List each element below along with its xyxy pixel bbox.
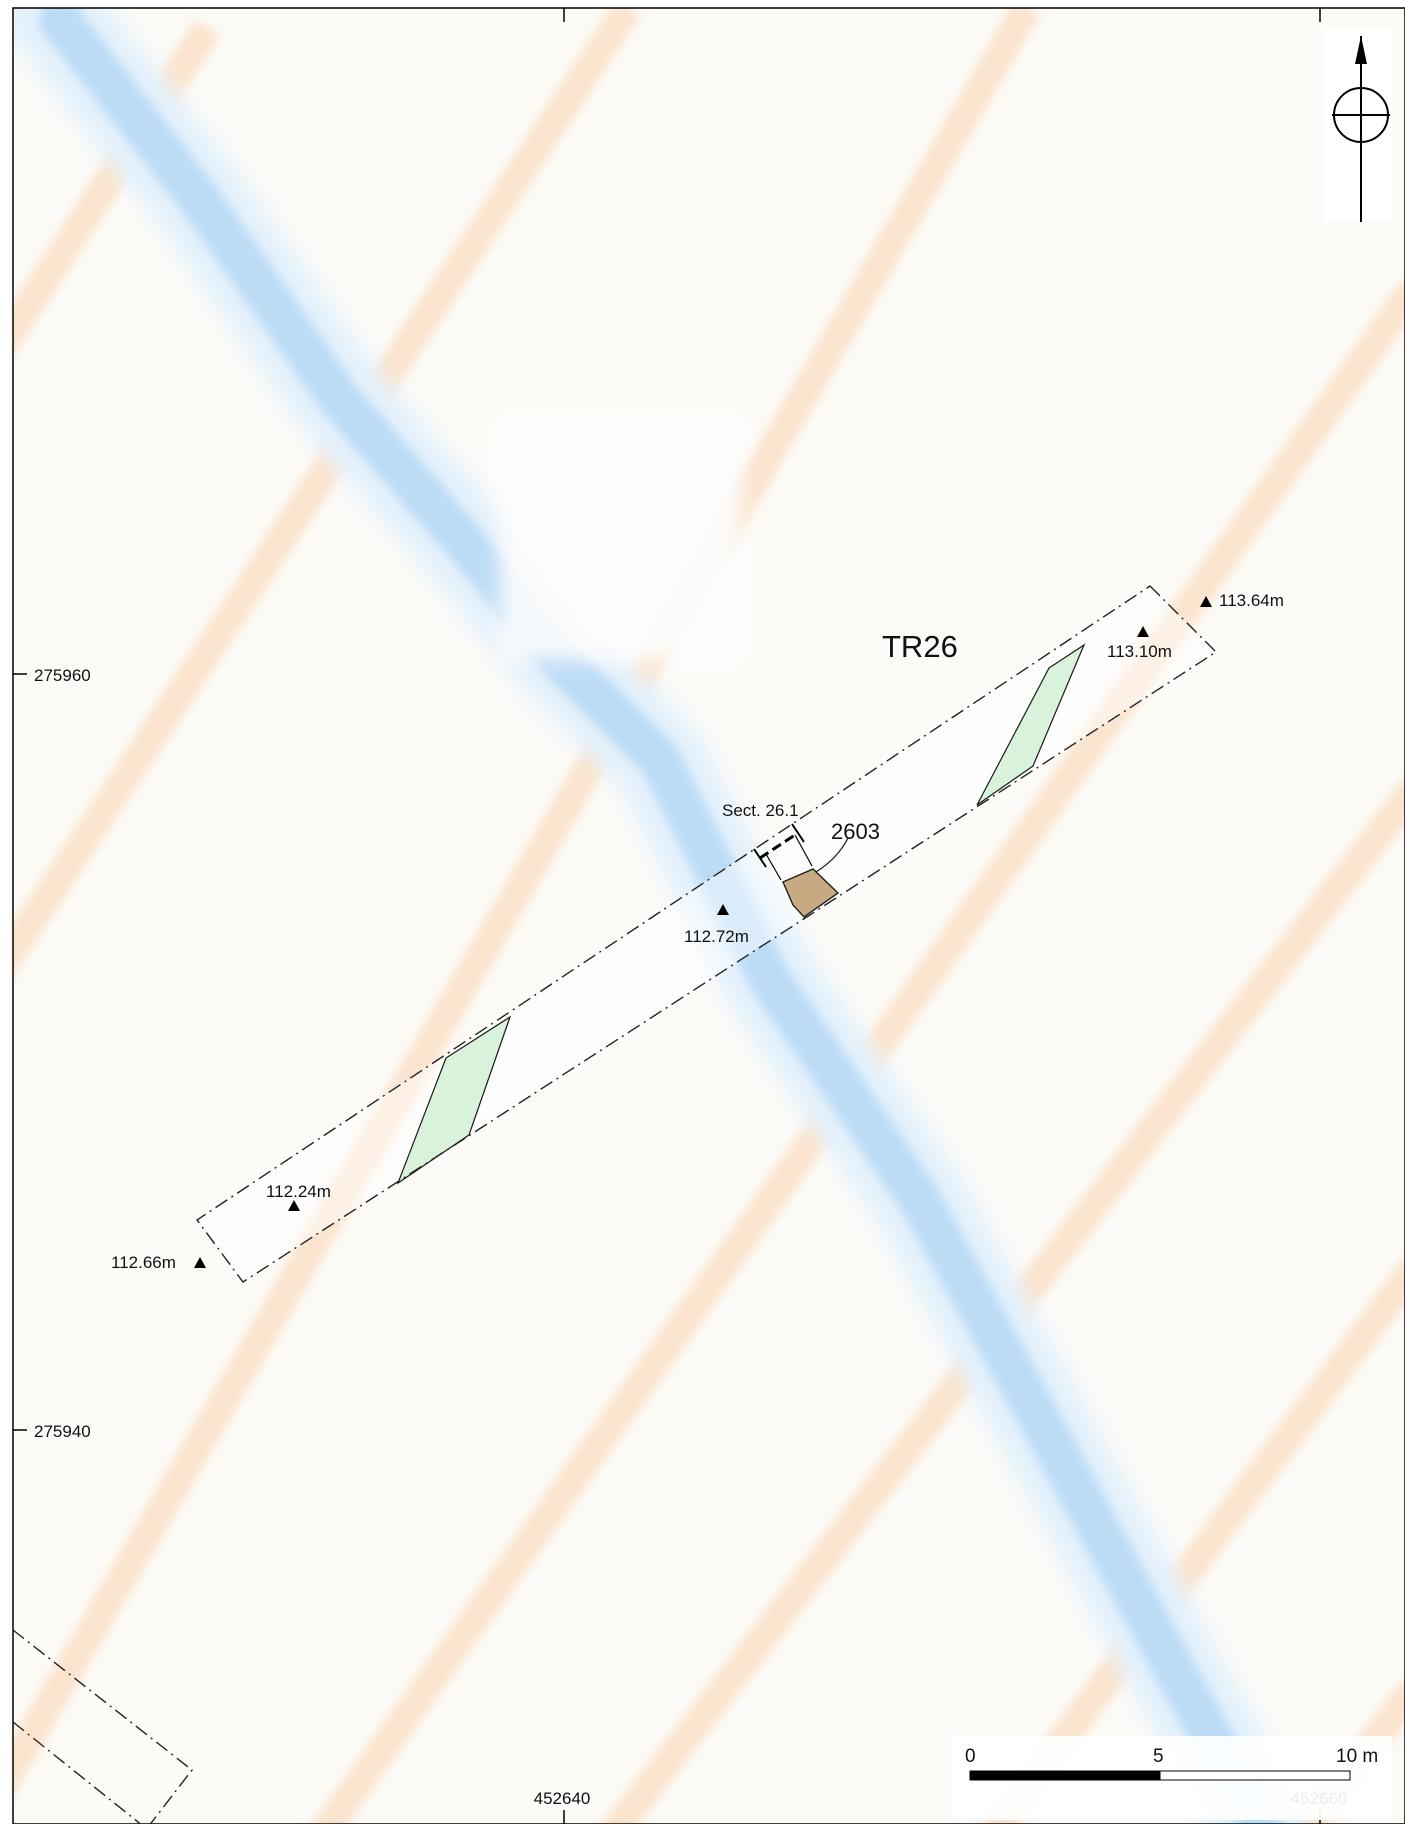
ridge-line xyxy=(981,1259,1405,1824)
band-sw xyxy=(396,1015,512,1185)
north-arrow-icon xyxy=(1324,30,1392,222)
adjacent-trench xyxy=(13,1629,193,1824)
spot-height-label-112-66: 112.66m xyxy=(111,1253,176,1272)
trench-label: TR26 xyxy=(882,629,958,664)
spot-height-markers xyxy=(194,596,1212,1268)
northing-label-275940: 275940 xyxy=(34,1422,91,1441)
scale-bar-tick-5: 5 xyxy=(1153,1746,1164,1767)
channel xyxy=(13,8,1308,1824)
spot-height-label-112-24: 112.24m xyxy=(266,1182,331,1201)
trench-outline xyxy=(195,585,1218,1283)
section-label: Sect. 26.1 xyxy=(722,801,799,820)
scale-bar-tick-10m: 10 m xyxy=(1336,1746,1378,1767)
spot-height-label-112-72: 112.72m xyxy=(684,927,749,946)
feature-2603-fill xyxy=(782,868,840,918)
feature-label: 2603 xyxy=(831,819,880,844)
section-26-1 xyxy=(753,823,813,881)
section-tick xyxy=(794,834,813,867)
spot-height-label-113-64: 113.64m xyxy=(1219,591,1284,610)
band-ne xyxy=(976,643,1086,806)
scale-bar-white-segment xyxy=(1159,1770,1351,1781)
scale-bar: 0 5 10 m xyxy=(952,1736,1392,1820)
easting-label-452640: 452640 xyxy=(534,1789,591,1808)
north-arrow-head xyxy=(1355,36,1367,64)
feature-2603 xyxy=(782,837,849,918)
pale-patch xyxy=(500,420,740,660)
channel-core xyxy=(39,8,1281,1824)
section-end-cap xyxy=(753,848,767,868)
scale-bar-tick-0: 0 xyxy=(965,1746,976,1767)
spot-height-marker-icon xyxy=(1137,626,1149,637)
spot-height-marker-icon xyxy=(288,1200,300,1211)
ridge-line xyxy=(13,8,1041,1797)
scale-bar-black-segment xyxy=(969,1770,1161,1781)
spot-height-marker-icon xyxy=(194,1257,206,1268)
ridge-line xyxy=(13,8,641,977)
northing-label-275960: 275960 xyxy=(34,666,91,685)
map-frame xyxy=(12,7,1405,1824)
spot-height-marker-icon xyxy=(1200,596,1212,607)
trench-tr26 xyxy=(195,585,1218,1283)
spot-height-label-113-10: 113.10m xyxy=(1107,642,1172,661)
adjacent-trench-outline xyxy=(13,1721,142,1824)
feature-2603-leader xyxy=(815,837,849,873)
section-tick xyxy=(765,853,782,881)
section-end-cap xyxy=(791,823,805,843)
spot-height-marker-icon xyxy=(717,904,729,915)
adjacent-trench-outline xyxy=(13,1629,193,1824)
